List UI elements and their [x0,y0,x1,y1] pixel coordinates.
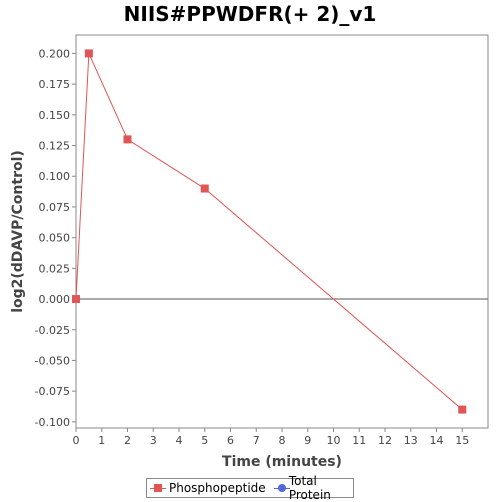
x-tick-label: 1 [98,434,105,447]
x-tick-label: 4 [176,434,183,447]
y-axis-title: log2(dDAVP/Control) [10,150,26,313]
y-tick-label: 0.175 [39,78,71,91]
y-tick-label: 0.100 [39,170,71,183]
y-tick-label: 0.075 [39,201,71,214]
series-layer [72,49,467,414]
x-tick-label: 8 [279,434,286,447]
legend-item-phosphopeptide: Phosphopeptide [150,481,266,495]
data-point [72,295,80,304]
y-tick-label: 0.125 [39,140,71,153]
legend: Phosphopeptide Total Protein [146,474,354,502]
x-tick-label: 6 [227,434,234,447]
y-tick-label: 0.200 [39,47,71,60]
x-tick-label: 9 [304,434,311,447]
legend-label-total-protein: Total Protein [288,474,331,502]
legend-item-total-protein: Total Protein [273,474,345,502]
x-axis-title: Time (minutes) [222,454,342,470]
chart-title: NIIS#PPWDFR(+ 2)_v1 [123,2,377,26]
x-tick-label: 0 [73,434,80,447]
data-point [200,184,209,193]
x-tick-label: 13 [404,434,418,447]
data-point [84,49,93,58]
x-tick-label: 15 [455,434,469,447]
x-tick-label: 3 [150,434,157,447]
y-tick-label: 0.025 [39,262,71,275]
x-tick-label: 5 [201,434,208,447]
y-tick-label: -0.075 [35,385,70,398]
x-tick-label: 2 [124,434,131,447]
y-tick-label: -0.025 [35,324,70,337]
phosphopeptide-swatch-icon [150,483,166,493]
axes-layer: 0.200 0.175 0.150 0.125 0.100 0.075 0.050 0.025… [35,47,488,447]
data-point [123,135,132,144]
x-tick-label: 14 [430,434,444,447]
y-tick-label: -0.050 [35,354,70,367]
x-tick-label: 7 [253,434,260,447]
x-tick-label: 12 [378,434,392,447]
x-tick-label: 10 [327,434,341,447]
plot-area [75,34,489,429]
legend-label-phosphopeptide: Phosphopeptide [169,481,266,495]
y-tick-label: 0.000 [39,293,71,306]
total-protein-swatch-icon [273,483,290,493]
y-tick-label: 0.050 [39,232,71,245]
y-tick-label: -0.100 [35,416,70,429]
x-tick-label: 11 [352,434,366,447]
data-point [458,405,467,414]
y-tick-label: 0.150 [39,109,71,122]
